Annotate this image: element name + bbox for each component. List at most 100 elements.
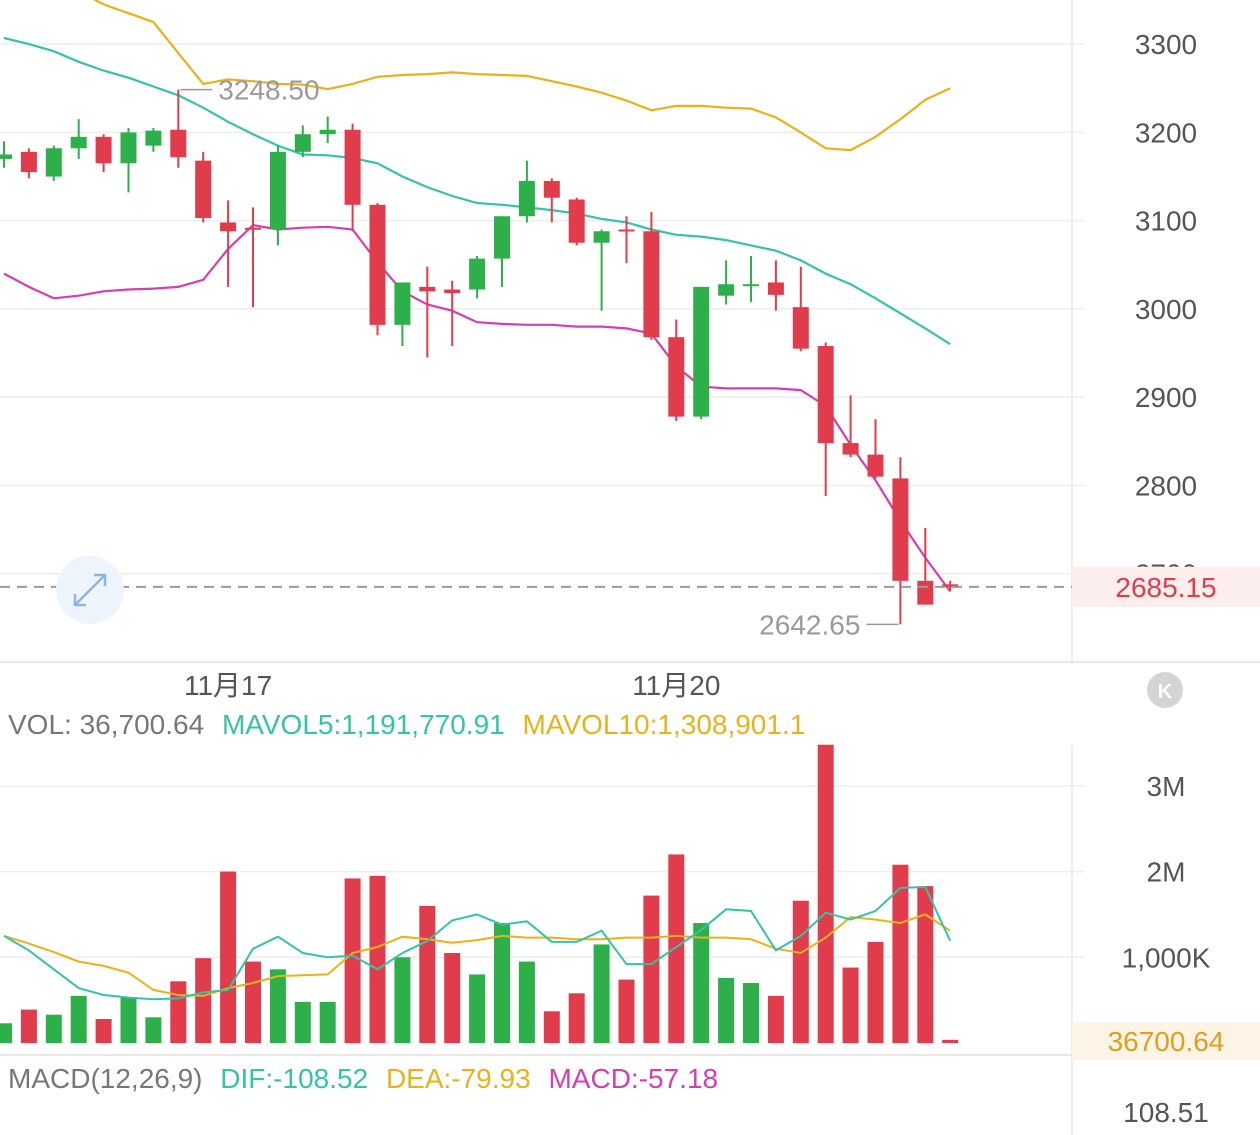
candle-body (469, 258, 486, 290)
candles (0, 89, 959, 625)
volume-bar (220, 871, 237, 1043)
volume-bar (120, 997, 137, 1043)
candle-body (269, 151, 286, 230)
price-tick-label: 3100 (1135, 206, 1197, 237)
volume-bar (792, 900, 809, 1043)
candle-body (369, 204, 386, 325)
price-tick-label: 3200 (1135, 117, 1197, 148)
min-price-label: 2642.65 (759, 609, 860, 640)
candle-body (693, 286, 710, 417)
volume-bar (593, 944, 610, 1043)
candle-body (593, 231, 610, 243)
expand-arrows-icon[interactable] (56, 556, 124, 624)
candle-body (917, 580, 934, 605)
candle-body (892, 478, 909, 581)
candle-body (743, 284, 759, 287)
candle-body (718, 284, 735, 296)
date-label-nov20: 11月20 (632, 670, 720, 701)
macd-dea: DEA:-79.93 (386, 1063, 531, 1094)
date-label-nov17: 11月17 (184, 670, 272, 701)
volume-bar (867, 941, 884, 1043)
price-tick-label: 2900 (1135, 382, 1197, 413)
last-price-label: 2685.15 (1115, 572, 1216, 603)
volume-bar (319, 1001, 336, 1043)
last-volume-badge (1072, 1022, 1260, 1060)
volume-tick-label: 2M (1147, 857, 1186, 888)
candle-body (195, 160, 212, 219)
volume-bar (269, 969, 286, 1043)
volume-bar (394, 957, 411, 1043)
volume-bar (170, 981, 187, 1043)
mavol5-value: MAVOL5:1,191,770.91 (222, 709, 505, 740)
volume-bar (693, 923, 710, 1043)
volume-bar (369, 875, 386, 1043)
volume-bar (20, 1009, 37, 1043)
candle-body (792, 307, 809, 349)
candle-body (95, 136, 112, 164)
volume-bar (743, 983, 759, 1043)
mavol5-line (3, 885, 952, 1001)
candle-body (344, 129, 361, 205)
candle-body (294, 134, 311, 152)
volume-axis: 3M 2M 1,000K (1122, 771, 1211, 973)
volume-bar (0, 1023, 12, 1043)
candle-body (494, 216, 510, 259)
candle-body (419, 286, 436, 292)
candle-body (70, 136, 87, 149)
volume-bar (294, 1001, 311, 1043)
candle-body (45, 148, 62, 177)
volume-bar (942, 1039, 959, 1043)
candle-body (767, 282, 784, 295)
mavol10-value: MAVOL10:1,308,901.1 (523, 709, 806, 740)
candle-body (668, 337, 685, 417)
volume-header: VOL: 36,700.64 MAVOL5:1,191,770.91 MAVOL… (8, 709, 805, 740)
candle-body (568, 199, 585, 243)
volume-bars (0, 744, 959, 1043)
volume-tick-label: 1,000K (1122, 942, 1211, 973)
macd-title: MACD(12,26,9) (8, 1063, 203, 1094)
mavol10-line (3, 913, 951, 997)
candle-body (145, 130, 162, 146)
candle-body (120, 132, 137, 164)
candle-body (444, 289, 461, 294)
macd-axis-top-label: 108.51 (1123, 1097, 1209, 1128)
volume-bar (518, 961, 535, 1043)
volume-bar (145, 1017, 162, 1043)
candle-body (170, 129, 187, 158)
candle-body (319, 129, 336, 135)
price-tick-label: 3000 (1135, 294, 1197, 325)
candle-body (0, 154, 12, 159)
volume-bar (543, 1011, 560, 1043)
volume-bar (767, 995, 784, 1043)
volume-bar (892, 864, 909, 1043)
max-price-label: 3248.50 (218, 75, 319, 106)
candle-body (518, 180, 535, 217)
candle-body (20, 151, 37, 173)
candle-body (220, 222, 237, 232)
macd-dif: DIF:-108.52 (220, 1063, 368, 1094)
volume-tick-label: 3M (1147, 771, 1186, 802)
volume-bar (668, 854, 685, 1043)
ma-pink-line (3, 223, 952, 593)
volume-bar (618, 979, 635, 1043)
candle-body (643, 231, 660, 338)
volume-bar (469, 974, 486, 1043)
candle-body (842, 443, 859, 455)
volume-bar (344, 878, 361, 1043)
ma-teal-line (3, 36, 951, 346)
volume-bar (494, 923, 510, 1043)
price-axis: 3300320031003000290028002700 (1135, 29, 1197, 590)
candle-body (245, 227, 261, 230)
volume-bar (245, 961, 261, 1043)
last-price-badge (1072, 566, 1260, 607)
volume-bar (95, 1019, 112, 1043)
price-tick-label: 3300 (1135, 29, 1197, 60)
volume-bar (568, 993, 585, 1043)
volume-bar (718, 977, 735, 1043)
candle-body (867, 454, 884, 477)
candle-body (618, 229, 635, 232)
volume-bar (817, 744, 834, 1043)
candle-body (394, 282, 411, 325)
collapse-k-icon[interactable]: K (1147, 672, 1183, 708)
